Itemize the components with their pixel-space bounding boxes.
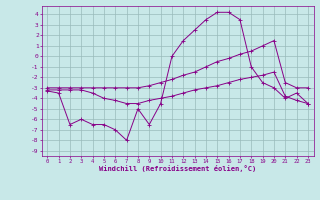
X-axis label: Windchill (Refroidissement éolien,°C): Windchill (Refroidissement éolien,°C) bbox=[99, 165, 256, 172]
